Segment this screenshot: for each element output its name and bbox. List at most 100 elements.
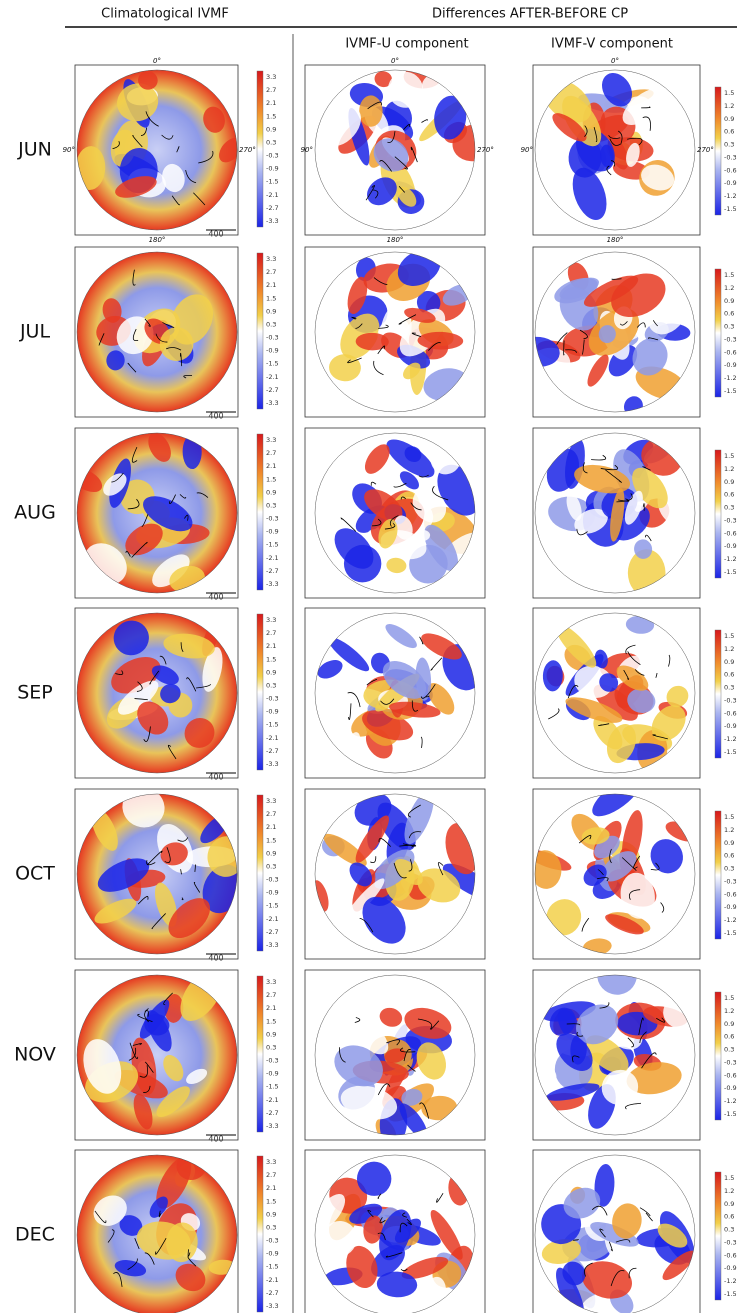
coastline (599, 1228, 606, 1238)
field-blob (650, 839, 683, 874)
map (77, 70, 237, 230)
colorbar-tick-label: 2.7 (266, 810, 276, 818)
colorbar-tick-label: -2.7 (266, 204, 279, 212)
row-label: NOV (14, 1044, 56, 1066)
colorbar-tick-label: 2.1 (266, 1004, 276, 1012)
coastline (144, 1252, 155, 1265)
field-blob (355, 332, 389, 351)
coastline (608, 135, 621, 139)
field-blob (329, 354, 361, 382)
field-blob (556, 1033, 593, 1071)
vector-scale: 400 (208, 593, 223, 602)
coastline (641, 1052, 657, 1069)
coastline (628, 889, 641, 900)
coastline (407, 1064, 416, 1072)
field-blob (412, 488, 447, 523)
field-blob (404, 1007, 452, 1039)
coastline (196, 684, 212, 689)
colorbar-tick-label: -0.3 (266, 515, 279, 523)
map-frame (74, 246, 239, 418)
coastline (139, 1065, 148, 1078)
coastline (430, 657, 443, 671)
colorbar-tick-label: -1.2 (724, 916, 737, 924)
coastline (639, 1207, 651, 1217)
coastline (113, 1272, 123, 1287)
coastline (181, 897, 184, 901)
colorbar-tick-label: -0.9 (724, 542, 737, 550)
coastline (421, 119, 428, 123)
field-blob (566, 493, 582, 521)
coastline (420, 736, 423, 748)
field-blob (203, 106, 225, 133)
colorbar-tick-label: 0.9 (266, 668, 276, 676)
coastline (639, 1031, 647, 1043)
field-blob (535, 1066, 557, 1093)
field-blob (374, 71, 393, 88)
map-edge (314, 793, 476, 955)
colorbar-tick-label: 3.3 (266, 1158, 276, 1166)
coastline (581, 339, 585, 355)
field-blob (576, 1004, 619, 1045)
coastline (132, 328, 139, 342)
coastline (180, 642, 184, 653)
coastline (584, 1262, 593, 1277)
coastline (365, 185, 375, 201)
colorbar-tick-label: 0.3 (724, 1226, 734, 1234)
field-blob (600, 144, 614, 168)
field-blob (535, 685, 562, 735)
field-blob (535, 850, 562, 889)
coastline (660, 902, 665, 913)
coastline (379, 1217, 386, 1224)
colorbar-tick-label: 2.1 (266, 642, 276, 650)
field-blob (545, 543, 563, 576)
coastline (132, 135, 143, 148)
coastline (623, 669, 629, 680)
colorbar-tick-label: 0.9 (724, 658, 734, 666)
colorbar-tick-label: 1.5 (724, 89, 734, 97)
coastline (611, 278, 622, 280)
coastline (115, 670, 124, 675)
coastline (625, 644, 636, 655)
field-blob (384, 1048, 406, 1063)
colorbar-tick-label: -0.3 (266, 152, 279, 160)
colorbar-tick-label: -0.3 (266, 1057, 279, 1065)
field-blob (563, 1187, 601, 1219)
map-frame (532, 1149, 701, 1313)
map (77, 613, 237, 773)
field-blob (328, 637, 370, 672)
coastline (387, 131, 396, 143)
colorbar-tick-label: -1.5 (266, 178, 279, 186)
coastline (370, 481, 377, 486)
field-blob (137, 701, 169, 735)
colorbar-tick-label: 0.3 (724, 141, 734, 149)
field-blob (355, 815, 389, 863)
field-blob (317, 660, 343, 679)
field-blob (541, 1239, 582, 1264)
colorbar-tick-label: -1.5 (266, 360, 279, 368)
colorbar-tick-label: 2.7 (266, 1171, 276, 1179)
coastline (411, 332, 422, 338)
field-blob (202, 647, 223, 692)
coastline (134, 698, 148, 701)
lon-label: 90° (521, 146, 533, 154)
colorbar-tick-label: 0.9 (724, 1020, 734, 1028)
coastline (645, 1212, 654, 1222)
coastline (371, 518, 382, 527)
colorbar-tick-label: -0.3 (266, 1237, 279, 1245)
colorbar-tick-label: -0.3 (724, 696, 737, 704)
coastline (379, 160, 392, 172)
coastline (132, 1043, 142, 1046)
coastline (400, 1268, 408, 1272)
map (315, 975, 475, 1135)
colorbar-tick-label: -0.3 (724, 877, 737, 885)
coastline (355, 323, 363, 329)
field-blob (599, 673, 619, 692)
colorbar-tick-label: -0.9 (266, 708, 279, 716)
colorbar-tick-label: -1.5 (724, 748, 737, 756)
field-blob (421, 1095, 458, 1121)
colorbar-tick-label: 0.3 (266, 1043, 276, 1051)
field-blob (335, 908, 367, 943)
coastline (384, 523, 396, 530)
field-blob (549, 1007, 576, 1036)
